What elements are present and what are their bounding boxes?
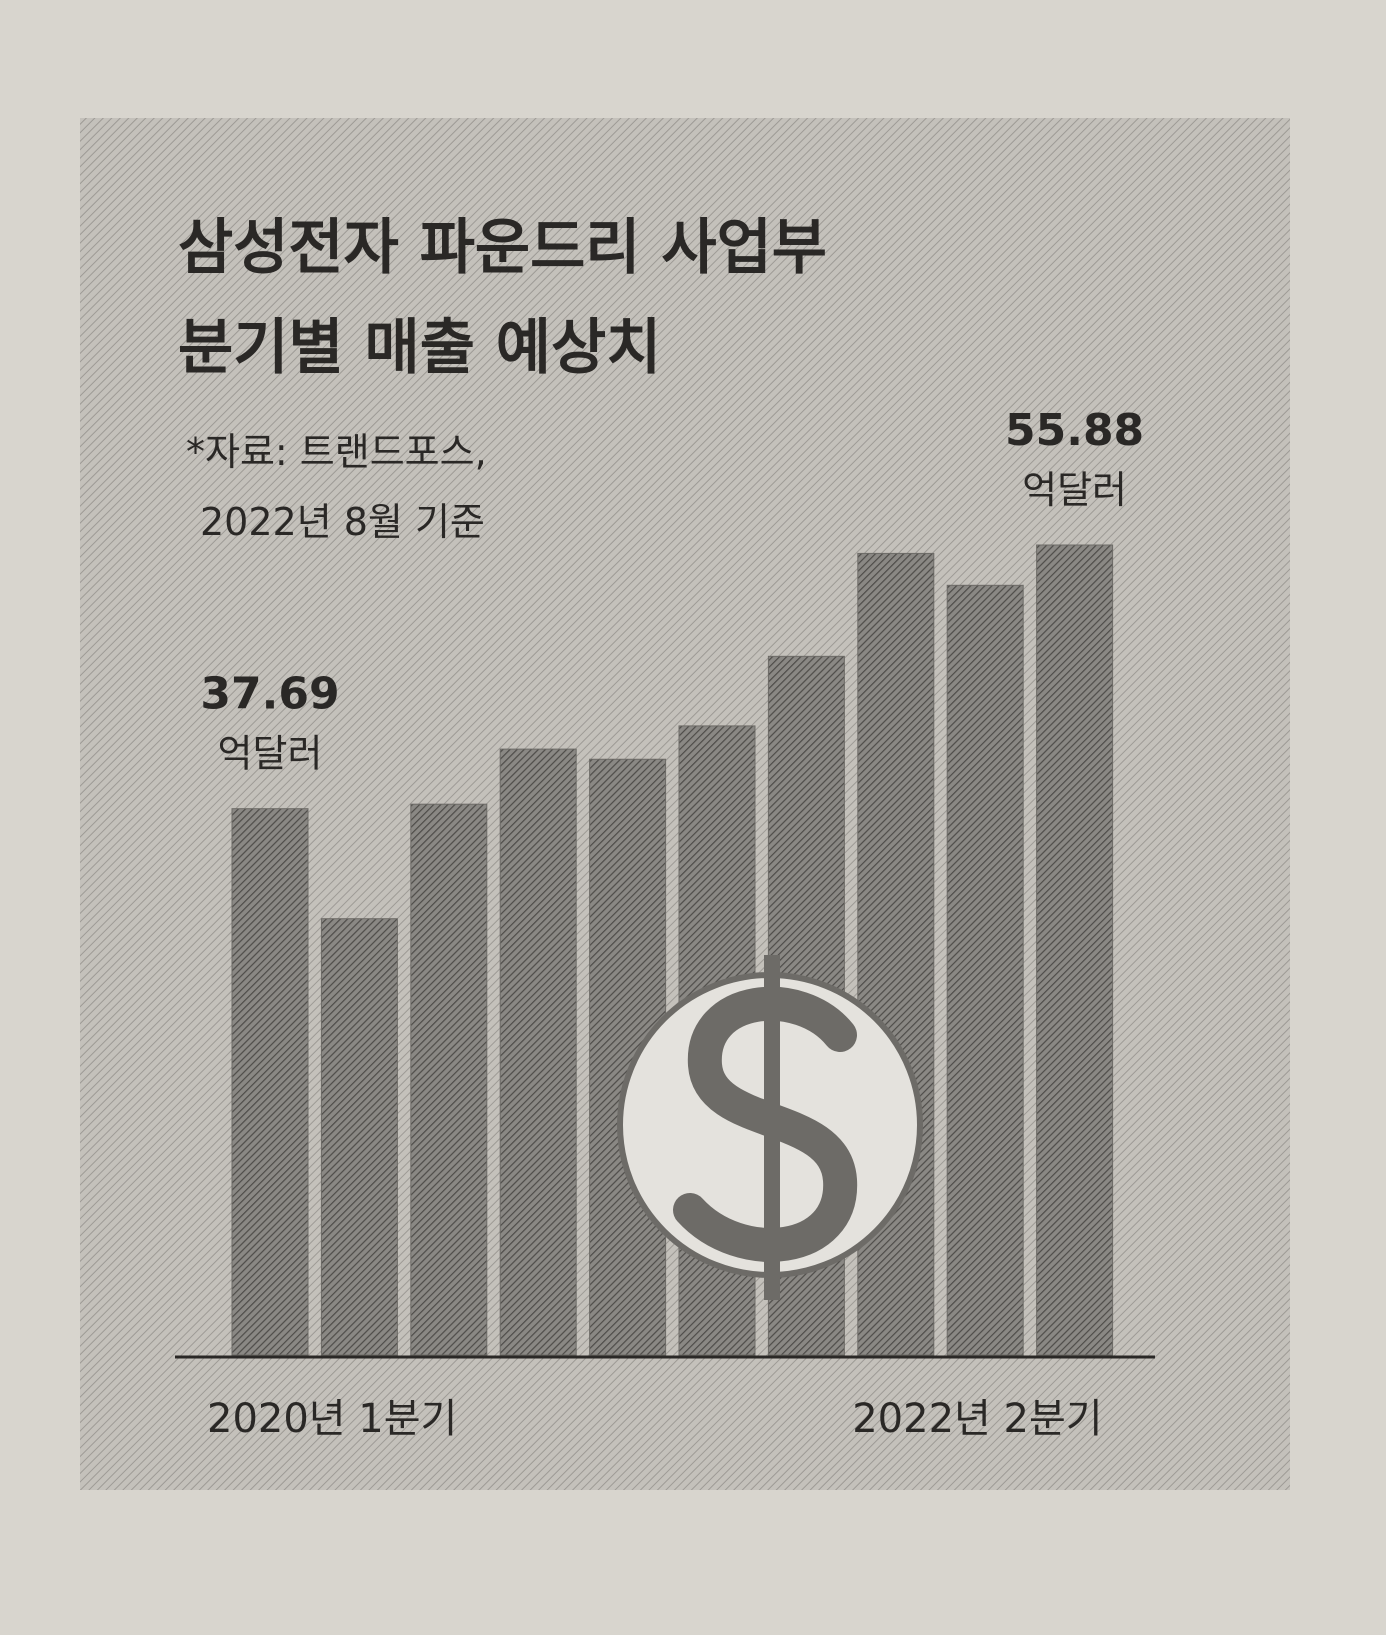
x-tick-label: 2022년 2분기 bbox=[852, 1396, 1102, 1442]
bar bbox=[231, 808, 309, 1356]
bar bbox=[1036, 544, 1114, 1356]
value-unit: 억달러 bbox=[1022, 468, 1127, 512]
chart-title: 삼성전자 파운드리 사업부 bbox=[178, 213, 827, 283]
value-unit: 억달러 bbox=[218, 732, 323, 776]
dollar-icon bbox=[617, 955, 923, 1300]
bar bbox=[320, 918, 398, 1356]
bar bbox=[499, 748, 577, 1356]
source-note: 2022년 8월 기준 bbox=[200, 500, 485, 544]
x-tick-label: 2020년 1분기 bbox=[207, 1396, 457, 1442]
bars bbox=[231, 544, 1114, 1356]
bar bbox=[946, 584, 1024, 1356]
chart-title: 분기별 매출 예상치 bbox=[178, 313, 661, 383]
value-label: 37.69 bbox=[200, 669, 339, 720]
value-label: 55.88 bbox=[1005, 405, 1144, 456]
bar bbox=[410, 803, 488, 1356]
source: *자료: 트랜드포스, 2022년 8월 기준 bbox=[186, 430, 487, 544]
source-note: *자료: 트랜드포스, bbox=[186, 430, 487, 474]
